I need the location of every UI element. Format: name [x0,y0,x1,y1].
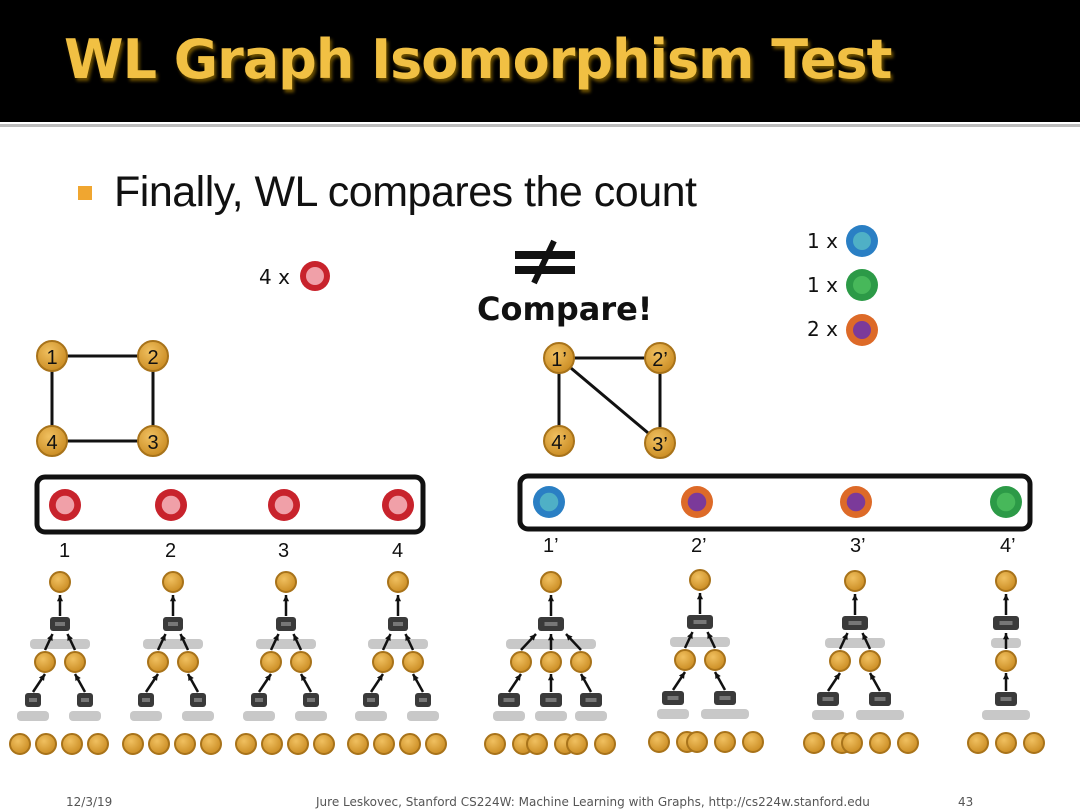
right-computation-tree-1 [484,571,616,755]
right-panel-color-dot-3 [840,486,872,518]
bullet-marker [78,186,92,200]
left-count-color-dot [300,261,330,291]
slide-title: WL Graph Isomorphism Test [64,28,892,91]
left-graph-node-3: 3 [137,425,169,457]
left-computation-tree-3 [235,571,335,755]
right-node-label-2: 2’ [652,349,668,371]
right-graph-node-3: 3’ [644,427,676,459]
right-computation-tree-2 [648,569,764,753]
right-node-label-4: 4’ [551,432,567,454]
left-node-label-4: 4 [46,432,57,454]
title-bar: WL Graph Isomorphism Test [0,0,1080,122]
left-node-label-1: 1 [46,347,57,369]
right-count-label-green: 1 x [807,273,838,297]
right-count-dot-orange [846,314,878,346]
left-panel-label-3: 3 [278,540,289,562]
left-node-label-3: 3 [147,432,158,454]
right-computation-tree-3 [803,570,919,754]
right-node-label-3: 3’ [652,434,668,456]
right-graph-node-1: 1’ [543,342,575,374]
left-panel-color-dot-2 [155,489,187,521]
right-panel-color-dot-4 [990,486,1022,518]
footer-page-number: 43 [958,795,974,809]
right-panel-label-4: 4’ [1000,535,1016,557]
footer-credit: Jure Leskovec, Stanford CS224W: Machine … [316,795,870,809]
right-count-label-blue: 1 x [807,229,838,253]
right-graph-edges [557,356,662,445]
left-graph-node-1: 1 [36,340,68,372]
left-panel-label-1: 1 [59,540,70,562]
left-computation-tree-1 [9,571,109,755]
left-count-label: 4 x [259,265,290,289]
left-computation-tree-4 [347,571,447,755]
right-panel-color-dot-1 [533,486,565,518]
left-panel-color-dot-4 [382,489,414,521]
right-count-dot-green [846,269,878,301]
right-computation-tree-4 [967,570,1045,754]
left-color-panel [34,474,426,535]
right-node-label-1: 1’ [551,349,567,371]
right-graph-node-2: 2’ [644,342,676,374]
compare-label: Compare! [477,290,652,328]
left-graph-edges [50,354,155,443]
left-panel-color-dot-1 [49,489,81,521]
not-equal-icon [515,239,575,285]
right-panel-label-3: 3’ [850,535,866,557]
title-divider [0,124,1080,127]
right-color-panel [517,473,1033,532]
left-graph-node-4: 4 [36,425,68,457]
right-count-label-orange: 2 x [807,317,838,341]
dynamic-elements: 1 2 3 4 1’ 2’ 3’ 4’ [9,486,1045,755]
right-panel-label-1: 1’ [543,535,559,557]
right-count-dot-blue [846,225,878,257]
right-graph-node-4: 4’ [543,425,575,457]
bullet-text: Finally, WL compares the count [114,168,697,216]
left-panel-color-dot-3 [268,489,300,521]
footer-date: 12/3/19 [66,795,113,809]
left-panel-label-4: 4 [392,540,403,562]
left-computation-tree-2 [122,571,222,755]
right-panel-label-2: 2’ [691,535,707,557]
left-graph-node-2: 2 [137,340,169,372]
right-panel-color-dot-2 [681,486,713,518]
left-node-label-2: 2 [147,347,158,369]
left-panel-label-2: 2 [165,540,176,562]
